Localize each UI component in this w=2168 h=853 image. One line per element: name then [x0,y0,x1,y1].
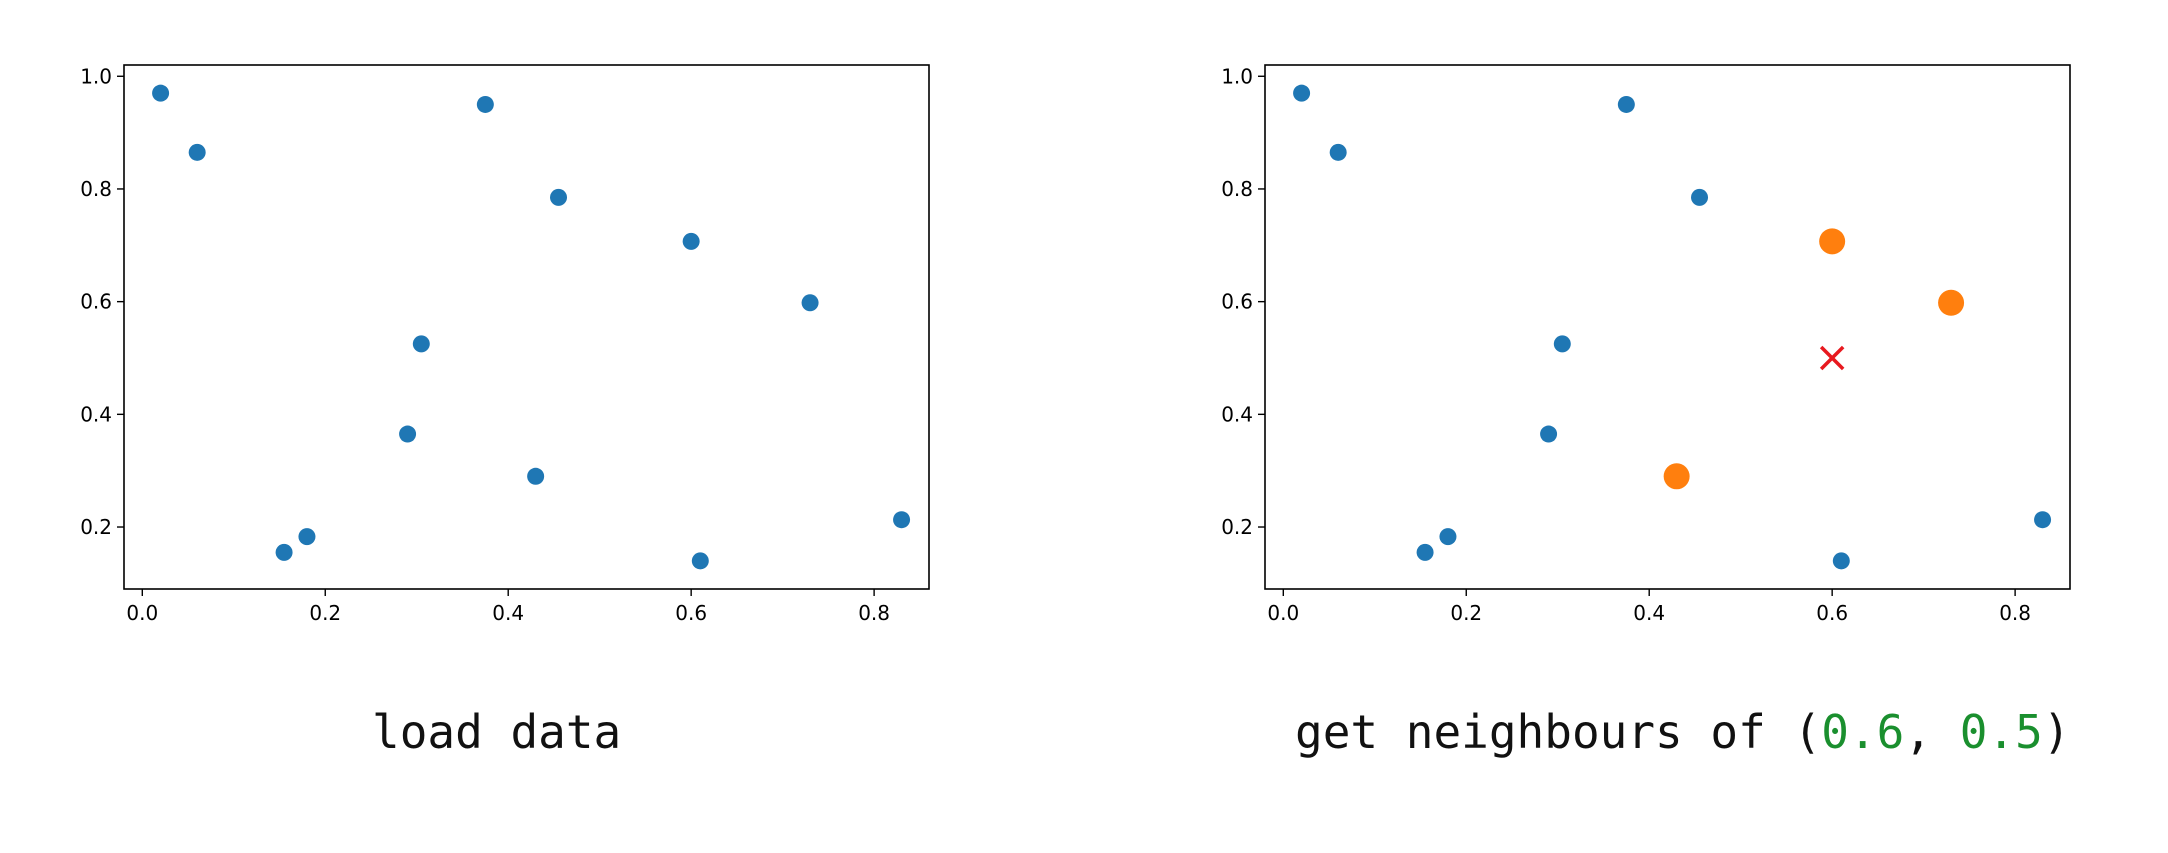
x-tick-label: 0.6 [675,601,707,625]
caption-suffix: ) [2042,705,2071,759]
x-tick-label: 0.0 [1267,601,1299,625]
data-point [691,552,709,570]
data-point [1832,552,1850,570]
data-point [893,511,911,529]
neighbour-point [1663,463,1690,490]
data-point [1553,335,1571,353]
caption-query-y: 0.5 [1959,705,2043,759]
data-point [275,543,293,561]
data-point [682,232,700,250]
caption-get-neighbours: get neighbours of (0.6, 0.5) [1295,705,2070,759]
y-tick-label: 0.2 [1221,515,1253,539]
caption-query-x: 0.6 [1821,705,1905,759]
caption-separator: , [1904,705,1960,759]
x-tick-label: 0.0 [126,601,158,625]
data-point [801,294,819,312]
data-point [1293,84,1311,102]
query-marker-stroke-b [1819,345,1845,371]
y-tick-label: 0.4 [1221,402,1253,426]
y-tick-label: 1.0 [1221,64,1253,88]
scatter-chart-load-data: 0.0 0.2 0.4 0.6 0.8 0.2 0.4 0.6 0.8 1.0 [80,64,930,625]
data-point [399,425,417,443]
data-point [476,95,494,113]
data-point [2034,511,2052,529]
data-point [1540,425,1558,443]
x-tick-label: 0.2 [1450,601,1482,625]
neighbour-point [1819,228,1846,255]
data-point [152,84,170,102]
scatter-chart-neighbours: 0.0 0.2 0.4 0.6 0.8 0.2 0.4 0.6 0.8 1.0 [1221,64,2071,625]
x-tick-label: 0.4 [492,601,524,625]
x-tick-label: 0.6 [1816,601,1848,625]
data-point [188,143,206,161]
y-tick-label: 0.6 [1221,290,1253,314]
y-tick-label: 0.2 [80,515,112,539]
x-tick-label: 0.8 [858,601,890,625]
data-point [1691,188,1709,206]
x-tick-label: 0.8 [1999,601,2031,625]
data-point [550,188,568,206]
x-tick-label: 0.2 [309,601,341,625]
data-point [412,335,430,353]
data-point [1439,528,1457,546]
data-point [1617,95,1635,113]
plot-frame [123,64,930,590]
data-point [1329,143,1347,161]
y-tick-label: 0.8 [80,177,112,201]
caption-prefix: get neighbours of ( [1295,705,1822,759]
y-tick-label: 1.0 [80,64,112,88]
y-tick-label: 0.6 [80,290,112,314]
caption-load-data: load data [372,705,622,759]
data-point [527,467,545,485]
x-tick-label: 0.4 [1633,601,1665,625]
neighbour-point [1938,289,1965,316]
data-point [298,528,316,546]
plot-frame [1264,64,2071,590]
data-point [1416,543,1434,561]
y-tick-label: 0.4 [80,402,112,426]
y-tick-label: 0.8 [1221,177,1253,201]
